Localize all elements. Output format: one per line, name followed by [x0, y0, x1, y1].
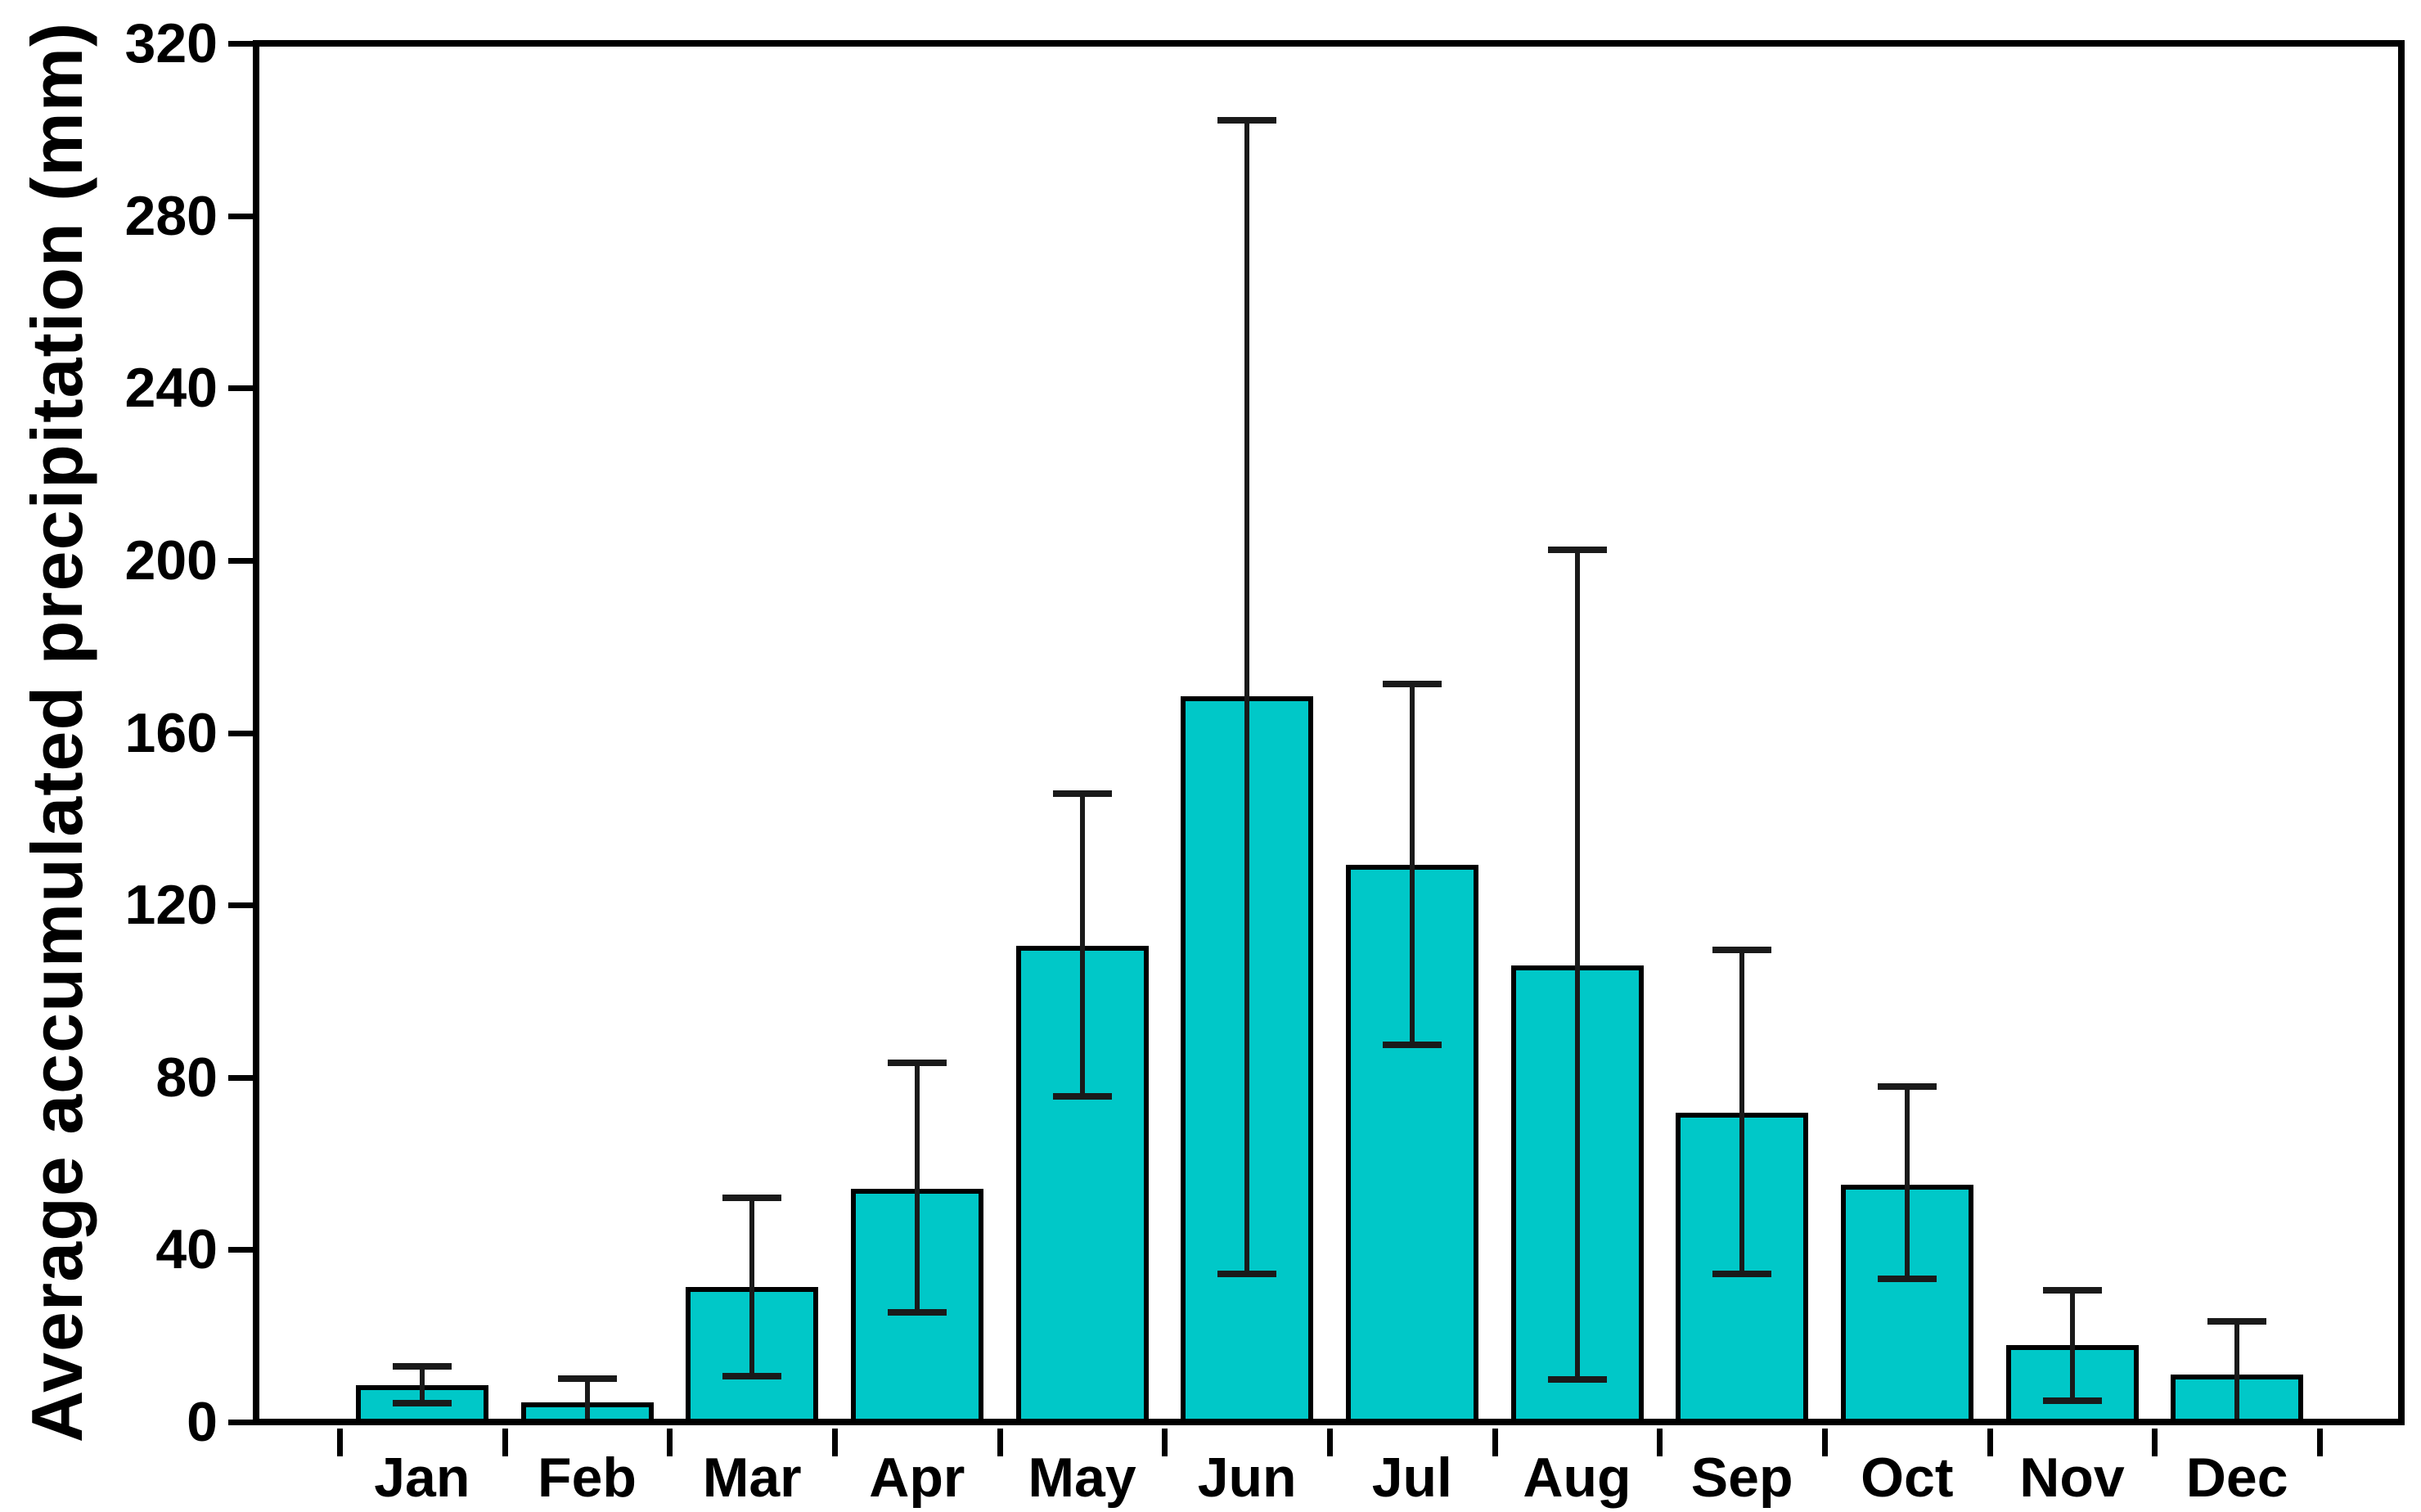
error-bar-line-oct [1904, 1086, 1910, 1280]
error-bar-line-mar [749, 1198, 755, 1377]
error-bar-line-jun [1244, 119, 1250, 1274]
x-tick-7 [1492, 1429, 1498, 1456]
error-bar-cap-bottom-jun [1217, 1270, 1277, 1277]
error-bar-line-apr [914, 1062, 920, 1313]
x-tick-10 [1987, 1429, 1993, 1456]
error-bar-cap-bottom-aug [1547, 1375, 1607, 1383]
error-bar-line-jan [419, 1366, 425, 1403]
error-bar-cap-bottom-may [1052, 1092, 1112, 1100]
error-bar-cap-top-jan [392, 1363, 452, 1370]
y-tick-280 [228, 213, 256, 219]
y-tick-label-240: 240 [124, 357, 218, 420]
error-bar-cap-top-aug [1547, 547, 1607, 554]
y-tick-200 [228, 557, 256, 564]
error-bar-cap-bottom-mar [722, 1373, 782, 1380]
error-bar-cap-bottom-sep [1712, 1270, 1772, 1277]
x-tick-5 [1162, 1429, 1168, 1456]
x-tick-label-mar: Mar [702, 1447, 802, 1509]
error-bar-cap-top-jul [1382, 680, 1442, 687]
x-tick-label-jul: Jul [1371, 1447, 1452, 1509]
x-tick-8 [1657, 1429, 1663, 1456]
x-tick-label-jan: Jan [374, 1447, 470, 1509]
error-bar-cap-bottom-nov [2042, 1397, 2102, 1405]
x-tick-label-oct: Oct [1861, 1447, 1954, 1509]
x-tick-11 [2152, 1429, 2158, 1456]
y-tick-40 [228, 1247, 256, 1253]
error-bar-line-sep [1739, 949, 1745, 1274]
y-tick-320 [228, 41, 256, 47]
error-bar-cap-bottom-apr [887, 1309, 947, 1316]
error-bar-cap-top-apr [887, 1059, 947, 1066]
x-tick-label-dec: Dec [2185, 1447, 2288, 1509]
error-bar-cap-top-sep [1712, 946, 1772, 953]
x-tick-12 [2317, 1429, 2323, 1456]
y-tick-label-280: 280 [124, 184, 218, 247]
error-bar-cap-bottom-jul [1382, 1042, 1442, 1049]
bar-may [1015, 946, 1149, 1425]
x-tick-0 [337, 1429, 343, 1456]
error-bar-line-aug [1574, 550, 1580, 1379]
y-tick-label-160: 160 [124, 701, 218, 764]
y-tick-160 [228, 730, 256, 736]
y-tick-80 [228, 1074, 256, 1081]
plot-area [253, 40, 2405, 1425]
x-tick-9 [1822, 1429, 1828, 1456]
y-tick-label-80: 80 [155, 1046, 218, 1109]
error-bar-line-jul [1409, 683, 1415, 1046]
y-tick-label-120: 120 [124, 874, 218, 937]
x-tick-label-jun: Jun [1197, 1447, 1297, 1509]
error-bar-cap-bottom-jan [392, 1399, 452, 1406]
y-tick-label-320: 320 [124, 12, 218, 74]
error-bar-line-nov [2069, 1289, 2075, 1402]
x-tick-label-apr: Apr [869, 1447, 965, 1509]
x-tick-3 [832, 1429, 838, 1456]
y-tick-label-200: 200 [124, 529, 218, 592]
x-tick-4 [997, 1429, 1003, 1456]
y-tick-0 [228, 1420, 256, 1425]
bar-jul [1345, 865, 1478, 1425]
error-bar-cap-top-jun [1217, 116, 1277, 124]
x-tick-label-feb: Feb [538, 1447, 637, 1509]
bar-oct [1840, 1184, 1973, 1425]
error-bar-cap-top-mar [722, 1195, 782, 1202]
error-bar-line-feb [584, 1378, 590, 1421]
error-bar-cap-top-feb [557, 1375, 617, 1382]
x-tick-2 [667, 1429, 673, 1456]
y-tick-label-0: 0 [187, 1391, 218, 1453]
y-tick-240 [228, 385, 256, 392]
x-tick-label-nov: Nov [2019, 1447, 2125, 1509]
y-tick-label-40: 40 [155, 1218, 218, 1281]
error-bar-line-dec [2234, 1321, 2240, 1421]
x-tick-label-may: May [1028, 1447, 1136, 1509]
error-bar-cap-top-dec [2207, 1317, 2267, 1325]
error-bar-line-may [1079, 793, 1085, 1096]
x-tick-label-sep: Sep [1690, 1447, 1793, 1509]
x-tick-label-aug: Aug [1523, 1447, 1631, 1509]
x-tick-1 [502, 1429, 508, 1456]
y-tick-120 [228, 902, 256, 909]
error-bar-cap-bottom-oct [1877, 1276, 1937, 1283]
error-bar-cap-top-oct [1877, 1082, 1937, 1090]
error-bar-cap-top-nov [2042, 1286, 2102, 1294]
x-tick-6 [1327, 1429, 1333, 1456]
error-bar-cap-top-may [1052, 790, 1112, 797]
